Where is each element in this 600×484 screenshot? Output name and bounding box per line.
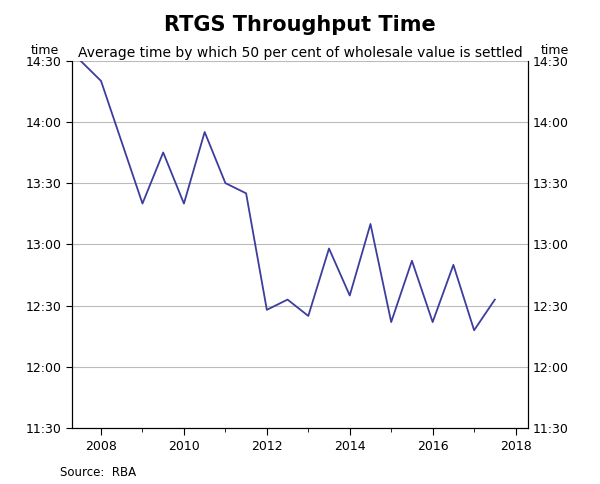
Text: Source:  RBA: Source: RBA — [60, 466, 136, 479]
Text: time: time — [31, 44, 59, 57]
Text: RTGS Throughput Time: RTGS Throughput Time — [164, 15, 436, 34]
Text: Average time by which 50 per cent of wholesale value is settled: Average time by which 50 per cent of who… — [77, 46, 523, 60]
Text: time: time — [541, 44, 569, 57]
